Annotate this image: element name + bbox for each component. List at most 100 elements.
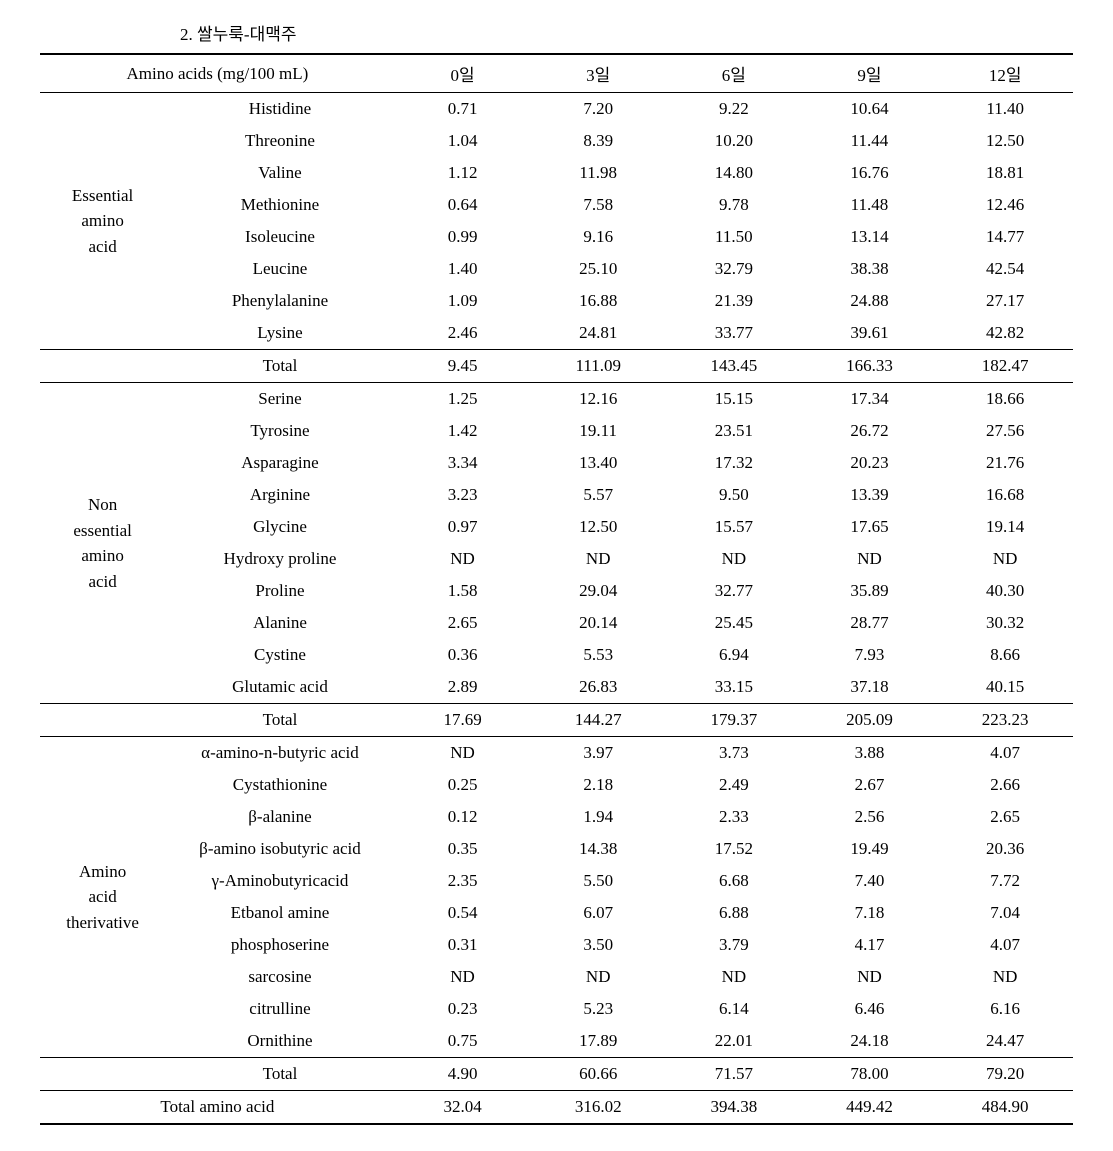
acid-name: α-amino-n-butyric acid [165,737,395,770]
value-cell: 3.88 [802,737,938,770]
total-label: Total [165,704,395,737]
total-value-cell: 78.00 [802,1058,938,1091]
total-value-cell: 143.45 [666,350,802,383]
value-cell: 3.34 [395,447,531,479]
value-cell: 6.14 [666,993,802,1025]
table-row: β-alanine0.121.942.332.562.65 [40,801,1073,833]
value-cell: 0.64 [395,189,531,221]
total-value-cell: 60.66 [530,1058,666,1091]
value-cell: ND [802,543,938,575]
value-cell: 2.65 [395,607,531,639]
value-cell: 12.16 [530,383,666,416]
table-row: γ-Aminobutyricacid2.355.506.687.407.72 [40,865,1073,897]
value-cell: 15.15 [666,383,802,416]
total-value-cell: 223.23 [937,704,1073,737]
group-label: Aminoacidtherivative [40,737,165,1058]
acid-name: Glycine [165,511,395,543]
value-cell: 2.35 [395,865,531,897]
total-value-cell: 111.09 [530,350,666,383]
value-cell: 1.12 [395,157,531,189]
grand-total-value-cell: 316.02 [530,1091,666,1125]
value-cell: 24.81 [530,317,666,350]
value-cell: 8.39 [530,125,666,157]
value-cell: 6.88 [666,897,802,929]
table-row: Cystine0.365.536.947.938.66 [40,639,1073,671]
value-cell: 0.35 [395,833,531,865]
value-cell: 7.93 [802,639,938,671]
acid-name: Ornithine [165,1025,395,1058]
value-cell: 16.88 [530,285,666,317]
value-cell: 11.98 [530,157,666,189]
table-row: Hydroxy prolineNDNDNDNDND [40,543,1073,575]
value-cell: 26.83 [530,671,666,704]
acid-name: β-alanine [165,801,395,833]
value-cell: 5.57 [530,479,666,511]
grand-total-row: Total amino acid32.04316.02394.38449.424… [40,1091,1073,1125]
value-cell: 6.68 [666,865,802,897]
value-cell: 27.17 [937,285,1073,317]
acid-name: Phenylalanine [165,285,395,317]
table-row: Asparagine3.3413.4017.3220.2321.76 [40,447,1073,479]
value-cell: ND [937,961,1073,993]
value-cell: 9.78 [666,189,802,221]
value-cell: 0.99 [395,221,531,253]
header-label: Amino acids (mg/100 mL) [40,54,395,93]
table-row: Ornithine0.7517.8922.0124.1824.47 [40,1025,1073,1058]
value-cell: 25.10 [530,253,666,285]
total-value-cell: 17.69 [395,704,531,737]
value-cell: ND [937,543,1073,575]
value-cell: 8.66 [937,639,1073,671]
value-cell: 11.48 [802,189,938,221]
value-cell: 42.54 [937,253,1073,285]
value-cell: 39.61 [802,317,938,350]
acid-name: Serine [165,383,395,416]
value-cell: 27.56 [937,415,1073,447]
value-cell: 2.49 [666,769,802,801]
group-total-row: Total4.9060.6671.5778.0079.20 [40,1058,1073,1091]
table-row: Proline1.5829.0432.7735.8940.30 [40,575,1073,607]
value-cell: 6.07 [530,897,666,929]
acid-name: Cystine [165,639,395,671]
value-cell: 13.40 [530,447,666,479]
table-row: Etbanol amine0.546.076.887.187.04 [40,897,1073,929]
table-row: NonessentialaminoacidSerine1.2512.1615.1… [40,383,1073,416]
table-row: Methionine0.647.589.7811.4812.46 [40,189,1073,221]
value-cell: 4.07 [937,929,1073,961]
value-cell: 20.36 [937,833,1073,865]
value-cell: 24.88 [802,285,938,317]
total-value-cell: 9.45 [395,350,531,383]
acid-name: Valine [165,157,395,189]
table-row: Phenylalanine1.0916.8821.3924.8827.17 [40,285,1073,317]
acid-name: Arginine [165,479,395,511]
acid-name: Tyrosine [165,415,395,447]
value-cell: 42.82 [937,317,1073,350]
table-row: Alanine2.6520.1425.4528.7730.32 [40,607,1073,639]
table-caption: 2. 쌀누룩-대맥주 [180,20,1073,45]
value-cell: 29.04 [530,575,666,607]
value-cell: ND [530,543,666,575]
total-value-cell: 4.90 [395,1058,531,1091]
table-row: β-amino isobutyric acid0.3514.3817.5219.… [40,833,1073,865]
header-row: Amino acids (mg/100 mL) 0일 3일 6일 9일 12일 [40,54,1073,93]
value-cell: 14.80 [666,157,802,189]
acid-name: Leucine [165,253,395,285]
acid-name: Proline [165,575,395,607]
value-cell: 0.23 [395,993,531,1025]
value-cell: 11.50 [666,221,802,253]
header-col-1: 3일 [530,54,666,93]
value-cell: 7.72 [937,865,1073,897]
total-label: Total [165,350,395,383]
value-cell: 32.77 [666,575,802,607]
group-total-row: Total9.45111.09143.45166.33182.47 [40,350,1073,383]
value-cell: 1.42 [395,415,531,447]
value-cell: 16.76 [802,157,938,189]
value-cell: 9.16 [530,221,666,253]
value-cell: 15.57 [666,511,802,543]
grand-total-value-cell: 484.90 [937,1091,1073,1125]
value-cell: 4.07 [937,737,1073,770]
value-cell: 1.58 [395,575,531,607]
acid-name: γ-Aminobutyricacid [165,865,395,897]
table-row: Tyrosine1.4219.1123.5126.7227.56 [40,415,1073,447]
acid-name: Threonine [165,125,395,157]
value-cell: 18.81 [937,157,1073,189]
